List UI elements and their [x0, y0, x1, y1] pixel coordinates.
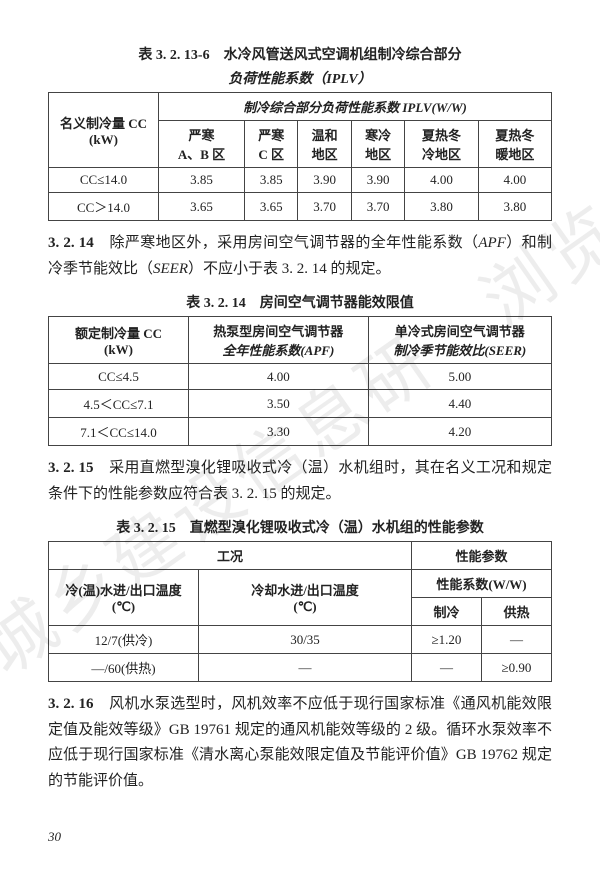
- table-row: CC≤14.0 3.85 3.85 3.90 3.90 4.00 4.00: [49, 168, 552, 193]
- table1-caption-line2: 负荷性能系数（IPLV）: [48, 68, 552, 88]
- t1-r2-v0: 3.65: [159, 193, 245, 221]
- table-row: CC＞14.0 3.65 3.65 3.70 3.70 3.80 3.80: [49, 193, 552, 221]
- t2-r3c2: 3.30: [189, 418, 369, 446]
- t3-r1a: 12/7(供冷): [49, 626, 199, 654]
- p1e: SEER: [153, 261, 188, 277]
- p2b: 采用直燃型溴化锂吸收式冷（温）水机组时，其在名义工况和规定条件下的性能参数应符合…: [48, 460, 552, 502]
- t3-h-cond-b: 冷却水进/出口温度(℃): [199, 570, 412, 626]
- p1f: ）不应小于表 3. 2. 14 的规定。: [188, 261, 391, 277]
- page-number: 30: [48, 829, 61, 845]
- t1-rowhead-l1: 名义制冷量 CC: [53, 113, 154, 132]
- t1-c2: 严寒C 区: [244, 121, 297, 168]
- t3-h-cond: 工况: [49, 542, 412, 570]
- t1-r1-l: CC≤14.0: [49, 168, 159, 193]
- table1-caption-line2-text: 负荷性能系数（IPLV）: [228, 72, 371, 87]
- t1-r1-v5: 4.00: [478, 168, 551, 193]
- t3-r2a: —/60(供热): [49, 654, 199, 682]
- t1-r2-v1: 3.65: [244, 193, 297, 221]
- t1-c1: 严寒A、B 区: [159, 121, 245, 168]
- t3-h-perf: 性能参数: [412, 542, 552, 570]
- t3-h-cool: 制冷: [412, 598, 482, 626]
- para-3-2-16-num: 3. 2. 16: [48, 696, 94, 712]
- p3b: 风机水泵选型时，风机效率不应低于现行国家标准《通风机能效限定值及能效等级》GB …: [48, 696, 552, 789]
- table-apf-seer: 额定制冷量 CC(kW) 热泵型房间空气调节器全年性能系数(APF) 单冷式房间…: [48, 316, 552, 446]
- t3-h-heat: 供热: [482, 598, 552, 626]
- para-3-2-15: 3. 2. 15 采用直燃型溴化锂吸收式冷（温）水机组时，其在名义工况和规定条件…: [48, 456, 552, 507]
- t2-r2c1: 4.5＜CC≤7.1: [49, 390, 189, 418]
- para-3-2-14-num: 3. 2. 14: [48, 235, 94, 251]
- t1-r1-v0: 3.85: [159, 168, 245, 193]
- t1-c5: 夏热冬冷地区: [405, 121, 478, 168]
- t3-r2d: ≥0.90: [482, 654, 552, 682]
- t2-h2: 热泵型房间空气调节器全年性能系数(APF): [189, 317, 369, 364]
- table3-caption: 表 3. 2. 15 直燃型溴化锂吸收式冷（温）水机组的性能参数: [48, 517, 552, 537]
- t1-rowhead: 名义制冷量 CC (kW): [49, 93, 159, 168]
- t1-r2-v2: 3.70: [298, 193, 351, 221]
- t3-r1b: 30/35: [199, 626, 412, 654]
- t2-r2c2: 3.50: [189, 390, 369, 418]
- para-3-2-14: 3. 2. 14 除严寒地区外，采用房间空气调节器的全年性能系数（APF）和制冷…: [48, 231, 552, 282]
- t3-r2c: —: [412, 654, 482, 682]
- table-row: CC≤4.5 4.00 5.00: [49, 364, 552, 390]
- table-row: 7.1＜CC≤14.0 3.30 4.20: [49, 418, 552, 446]
- p1b: 除严寒地区外，采用房间空气调节器的全年性能系数（: [94, 235, 479, 251]
- t2-r3c3: 4.20: [368, 418, 551, 446]
- t1-r2-v5: 3.80: [478, 193, 551, 221]
- t3-h-cond-a: 冷(温)水进/出口温度(℃): [49, 570, 199, 626]
- t2-r3c1: 7.1＜CC≤14.0: [49, 418, 189, 446]
- t1-c6: 夏热冬暖地区: [478, 121, 551, 168]
- table-iplv: 名义制冷量 CC (kW) 制冷综合部分负荷性能系数 IPLV(W/W) 严寒A…: [48, 92, 552, 221]
- p1c: APF: [478, 235, 506, 251]
- table-libr: 工况 性能参数 冷(温)水进/出口温度(℃) 冷却水进/出口温度(℃) 性能系数…: [48, 541, 552, 682]
- t2-r1c1: CC≤4.5: [49, 364, 189, 390]
- t1-header-group-text: 制冷综合部分负荷性能系数 IPLV(W/W): [243, 100, 467, 115]
- table2-caption: 表 3. 2. 14 房间空气调节器能效限值: [48, 292, 552, 312]
- t1-r1-v2: 3.90: [298, 168, 351, 193]
- para-3-2-16: 3. 2. 16 风机水泵选型时，风机效率不应低于现行国家标准《通风机能效限定值…: [48, 692, 552, 794]
- t2-r1c3: 5.00: [368, 364, 551, 390]
- t1-r1-v1: 3.85: [244, 168, 297, 193]
- t1-r1-v4: 4.00: [405, 168, 478, 193]
- table-row: —/60(供热) — — ≥0.90: [49, 654, 552, 682]
- table-row: 12/7(供冷) 30/35 ≥1.20 —: [49, 626, 552, 654]
- t2-r1c2: 4.00: [189, 364, 369, 390]
- t1-c4: 寒冷地区: [351, 121, 404, 168]
- t1-r2-v3: 3.70: [351, 193, 404, 221]
- table1-caption-line1: 表 3. 2. 13-6 水冷风管送风式空调机组制冷综合部分: [48, 44, 552, 64]
- table-row: 4.5＜CC≤7.1 3.50 4.40: [49, 390, 552, 418]
- t1-header-group: 制冷综合部分负荷性能系数 IPLV(W/W): [159, 93, 552, 121]
- para-3-2-15-num: 3. 2. 15: [48, 460, 94, 476]
- t3-h-coef: 性能系数(W/W): [412, 570, 552, 598]
- t1-r2-v4: 3.80: [405, 193, 478, 221]
- t2-r2c3: 4.40: [368, 390, 551, 418]
- t1-r2-l: CC＞14.0: [49, 193, 159, 221]
- t2-h1: 额定制冷量 CC(kW): [49, 317, 189, 364]
- t3-r2b: —: [199, 654, 412, 682]
- t3-r1c: ≥1.20: [412, 626, 482, 654]
- t1-c3: 温和地区: [298, 121, 351, 168]
- t2-h3: 单冷式房间空气调节器制冷季节能效比(SEER): [368, 317, 551, 364]
- t1-r1-v3: 3.90: [351, 168, 404, 193]
- t1-rowhead-l2: (kW): [53, 132, 154, 148]
- t3-r1d: —: [482, 626, 552, 654]
